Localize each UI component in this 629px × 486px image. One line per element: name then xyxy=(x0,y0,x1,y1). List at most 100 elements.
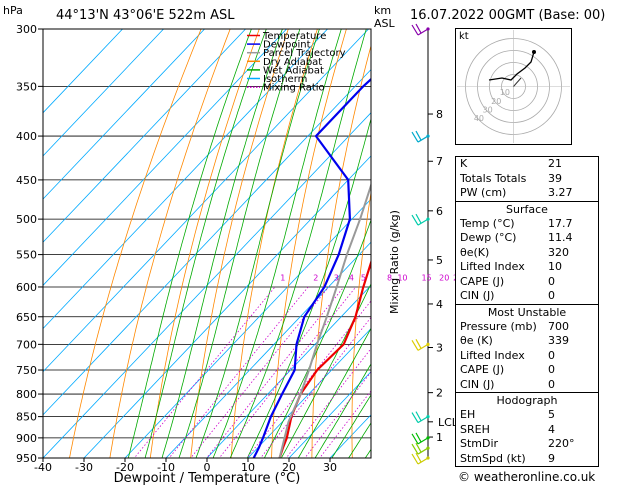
surface-index-row: CIN (J) 0 xyxy=(456,289,598,304)
mixing-ratio-label: 8 xyxy=(387,274,392,283)
most-unstable-index-value: 700 xyxy=(548,319,569,333)
most-unstable-index-key: Lifted Index xyxy=(460,348,525,362)
dry-adiabat-line xyxy=(601,16,629,462)
hodograph-unit-label: kt xyxy=(459,31,469,42)
indices-panel: K 21 Totals Totals 39 PW (cm) 3.27 Surface Te… xyxy=(455,156,599,467)
dry-adiabat-line xyxy=(69,29,202,458)
legend-label: Mixing Ratio xyxy=(263,83,325,94)
dry-adiabat-line xyxy=(351,190,371,458)
surface-index-value: 10 xyxy=(548,260,562,273)
isotherm-line xyxy=(83,155,371,458)
datetime-title: 16.07.2022 00GMT (Base: 00) xyxy=(410,8,606,23)
dry-adiabat-line xyxy=(149,29,260,458)
hodograph-index-value: 9 xyxy=(548,451,555,465)
wind-barb xyxy=(411,442,430,455)
isotherm-line xyxy=(43,112,371,458)
most-unstable-index-value: 0 xyxy=(548,363,555,376)
mixing-ratio-label: 5 xyxy=(361,274,366,283)
most-unstable-index-value: 0 xyxy=(548,348,555,362)
location-title: 44°13'N 43°06'E 522m ASL xyxy=(56,8,235,23)
surface-index-key: Lifted Index xyxy=(460,260,525,273)
wind-barb xyxy=(411,339,430,351)
mixing-ratio-label: 10 xyxy=(397,274,407,283)
surface-section-title: Surface xyxy=(456,200,598,217)
series-dewpoint-line xyxy=(252,77,371,458)
height-tick-label: 2 xyxy=(436,387,443,400)
hodograph-ring-label: 30 xyxy=(482,105,492,114)
isotherm-line xyxy=(43,29,329,330)
credit-text: © weatheronline.co.uk xyxy=(458,470,596,484)
height-tick-label: 3 xyxy=(436,342,443,355)
temperature-tick-label: 20 xyxy=(282,461,296,474)
wet-adiabat-line xyxy=(297,327,371,458)
mixing-ratio-label: 2 xyxy=(313,274,318,283)
asl-unit-label: ASL xyxy=(374,17,395,30)
wind-barb xyxy=(411,452,430,465)
height-tick-label: 5 xyxy=(436,254,443,267)
hodograph-index-value: 220° xyxy=(548,437,575,450)
surface-index-key: Dewp (°C) xyxy=(460,231,517,244)
temperature-tick-label: -20 xyxy=(116,461,134,474)
surface-index-row: Dewp (°C) 11.4 xyxy=(456,231,598,246)
surface-index-key: CIN (J) xyxy=(460,289,495,302)
hodograph-end-marker xyxy=(532,50,536,54)
mixing-ratio-line xyxy=(168,286,309,458)
isotherm-line xyxy=(43,29,165,157)
temperature-tick-label: -10 xyxy=(157,461,175,474)
km-unit-label: km xyxy=(374,4,392,17)
height-tick-label: 4 xyxy=(436,298,443,311)
pressure-tick-label: 650 xyxy=(16,311,37,324)
isotherm-line xyxy=(43,29,247,243)
isotherm-line xyxy=(43,68,371,416)
surface-index-row: Lifted Index 10 xyxy=(456,260,598,275)
isotherm-line xyxy=(247,327,371,458)
wet-adiabat-line xyxy=(161,29,283,458)
most-unstable-index-row: θe (K) 339 xyxy=(456,334,598,349)
legend-label: Dry Adiabat xyxy=(263,57,322,68)
mixing-ratio-axis-label: Mixing Ratio (g/kg) xyxy=(388,210,401,314)
hodograph-index-row: StmDir 220° xyxy=(456,437,598,452)
hpa-unit-label: hPa xyxy=(3,4,23,17)
surface-index-value: 0 xyxy=(548,274,555,288)
wet-adiabat-line xyxy=(331,394,371,458)
hodograph-section-title: Hodograph xyxy=(456,392,598,408)
index-value: 39 xyxy=(548,171,562,185)
wet-adiabat-line xyxy=(178,29,301,458)
index-value: 21 xyxy=(548,157,562,170)
pressure-tick-label: 850 xyxy=(16,411,37,424)
hodograph-index-value: 4 xyxy=(548,422,555,436)
isotherm-line xyxy=(206,284,371,458)
mixing-ratio-line xyxy=(190,286,330,458)
isotherm-line xyxy=(165,241,371,458)
pressure-tick-label: 700 xyxy=(16,338,37,351)
index-value: 3.27 xyxy=(548,186,573,199)
temperature-tick-label: 0 xyxy=(204,461,211,474)
isotherm-line xyxy=(43,29,124,114)
most-unstable-index-row: CIN (J) 0 xyxy=(456,378,598,393)
wind-barb xyxy=(411,432,430,445)
wet-adiabat-line xyxy=(348,422,371,458)
dry-adiabat-line xyxy=(190,29,289,458)
legend-label: Wet Adiabat xyxy=(263,65,324,76)
lcl-label: LCL xyxy=(438,416,459,429)
most-unstable-index-key: Pressure (mb) xyxy=(460,319,537,333)
hodograph-index-key: EH xyxy=(460,408,476,421)
mixing-ratio-label: 15 xyxy=(421,274,431,283)
hodograph-ring-label: 40 xyxy=(474,114,484,123)
surface-index-row: Temp (°C) 17.7 xyxy=(456,217,598,232)
mixing-ratio-label: 4 xyxy=(349,274,354,283)
surface-index-key: θe(K) xyxy=(460,245,490,259)
hodograph-index-key: StmDir xyxy=(460,437,499,450)
mixing-ratio-label: 20 xyxy=(439,274,449,283)
wet-adiabat-line xyxy=(246,117,371,458)
mixing-ratio-label: 1 xyxy=(280,274,285,283)
wet-adiabat-line xyxy=(229,29,367,458)
wind-barb xyxy=(411,213,430,226)
pressure-tick-label: 300 xyxy=(16,23,37,36)
storm-motion-vector xyxy=(513,77,522,87)
wet-adiabat-line xyxy=(263,219,371,458)
height-tick-label: 8 xyxy=(436,108,443,121)
dry-adiabat-line xyxy=(109,29,231,458)
